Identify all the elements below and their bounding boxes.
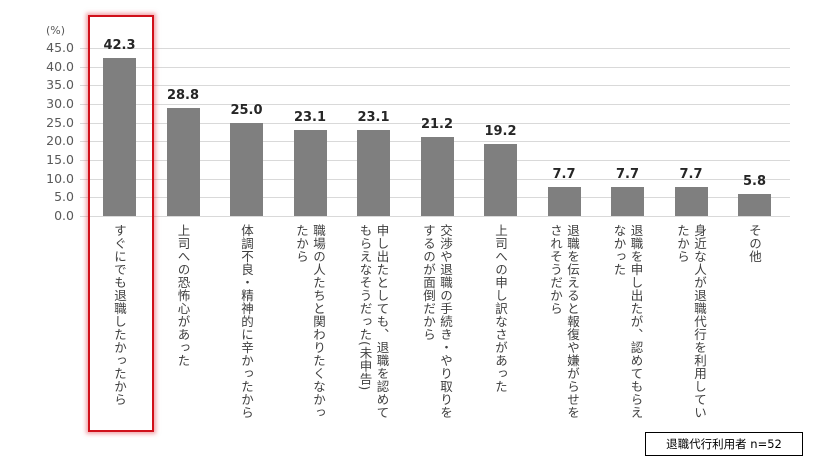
data-label: 25.0 — [230, 102, 263, 118]
bar — [611, 187, 644, 216]
y-tick-label: 0.0 — [54, 208, 74, 223]
data-label: 28.8 — [166, 88, 200, 104]
sample-size-note: 退職代行利用者 n=52 — [645, 432, 803, 456]
bar — [420, 136, 454, 216]
data-label: 19.2 — [484, 124, 517, 140]
category-label: すぐにでも退職したかったから — [112, 224, 127, 406]
category-label: 退職を申し出たが、認めてもらえ なかった — [611, 224, 644, 419]
gridline — [80, 66, 790, 68]
y-tick-label: 35.0 — [46, 77, 74, 93]
category-label: 身近な人が退職代行を利用してい たから — [675, 224, 707, 419]
data-label: 5.8 — [742, 174, 767, 190]
gridline — [80, 48, 790, 49]
bar — [230, 122, 263, 216]
bar — [547, 187, 581, 216]
category-label: 交渉や退職の手続き・やり取りを するのが面倒だから — [421, 224, 453, 419]
y-tick-label: 15.0 — [46, 152, 74, 167]
bar — [357, 129, 390, 216]
y-tick-label: 20.0 — [46, 133, 74, 149]
y-tick-label: 10.0 — [46, 170, 74, 186]
bar — [103, 58, 136, 216]
category-label: 職場の人たちと関わりたくなかっ たから — [294, 224, 326, 419]
category-label: 体調不良・精神的に辛かったから — [239, 224, 254, 419]
bar — [166, 108, 200, 216]
y-tick-label: 25.0 — [46, 114, 74, 130]
y-tick-label: 45.0 — [46, 40, 74, 55]
y-axis-unit: (%) — [46, 24, 66, 37]
gridline — [80, 216, 790, 217]
category-label: 申し出たとしても、退職を認めて もらえなそうだった(未申告) — [357, 224, 390, 419]
gridline — [80, 104, 790, 105]
bar — [484, 144, 517, 216]
gridline — [80, 85, 790, 87]
category-label: 上司への恐怖心があった — [175, 224, 191, 367]
gridline — [80, 122, 790, 124]
bar — [738, 194, 771, 216]
y-tick-label: 5.0 — [54, 189, 74, 205]
data-label: 7.7 — [615, 167, 640, 183]
category-label: その他 — [747, 224, 762, 263]
data-label: 23.1 — [293, 109, 327, 125]
data-label: 21.2 — [420, 116, 454, 132]
data-label: 7.7 — [679, 167, 703, 183]
bar — [674, 187, 708, 216]
data-label: 7.7 — [552, 167, 576, 183]
highlight-box — [88, 15, 154, 432]
data-label: 23.1 — [357, 109, 390, 125]
data-label: 42.3 — [103, 38, 136, 54]
y-tick-label: 30.0 — [46, 96, 74, 111]
y-tick-label: 40.0 — [46, 58, 74, 74]
bar — [293, 129, 327, 216]
category-label: 上司への申し訳なさがあった — [493, 224, 508, 393]
category-label: 退職を伝えると報復や嫌がらせを されそうだから — [548, 224, 580, 419]
